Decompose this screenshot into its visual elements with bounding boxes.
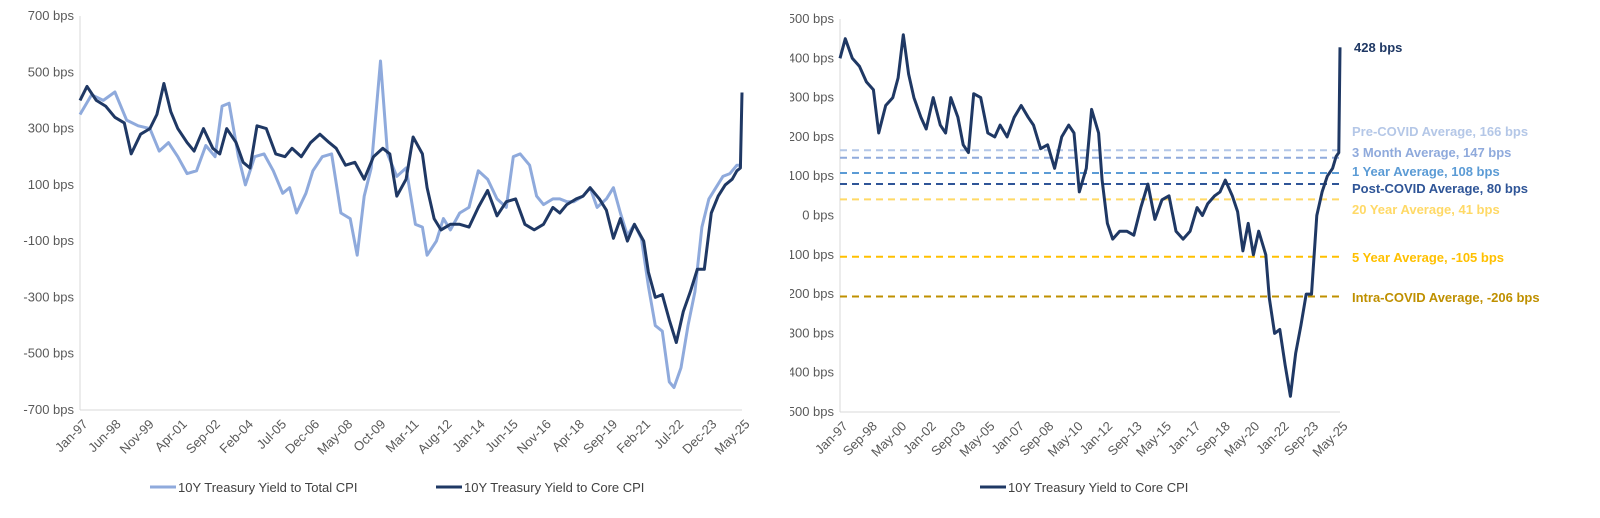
x-tick-label: May-25 — [711, 416, 752, 457]
y-tick-label: -300 bps — [790, 325, 834, 340]
reference-label: 5 Year Average, -105 bps — [1352, 250, 1504, 265]
y-tick-label: 200 bps — [790, 129, 834, 144]
series-line — [78, 59, 742, 389]
series-line — [838, 33, 1342, 398]
x-tick-label: Feb-21 — [614, 416, 654, 456]
y-tick-label: 100 bps — [28, 177, 75, 192]
y-tick-label: 100 bps — [790, 168, 834, 183]
right-chart: 500 bps 400 bps 300 bps 200 bps 100 bps 0 bps… — [790, 11, 1540, 495]
y-tick-label: -500 bps — [23, 346, 74, 361]
series-line — [78, 82, 744, 344]
peak-annotation: 428 bps — [1354, 40, 1402, 55]
x-tick-label: Oct-09 — [350, 416, 388, 454]
reference-label: 1 Year Average, 108 bps — [1352, 164, 1500, 179]
x-tick-label: Dec-06 — [282, 416, 322, 456]
x-tick-label: Nov-16 — [514, 416, 554, 456]
y-tick-label: 0 bps — [802, 208, 834, 223]
x-tick-label: Aug-12 — [414, 416, 454, 456]
reference-label: Pre-COVID Average, 166 bps — [1352, 124, 1528, 139]
x-tick-label: Nov-99 — [117, 416, 157, 456]
y-tick-label: -400 bps — [790, 365, 834, 380]
x-tick-label: Feb-04 — [216, 416, 256, 456]
y-tick-label: -200 bps — [790, 286, 834, 301]
x-tick-label: Jan-14 — [449, 416, 488, 455]
y-tick-label: -500 bps — [790, 404, 834, 419]
legend-label: 10Y Treasury Yield to Core CPI — [464, 480, 644, 495]
y-tick-label: 500 bps — [28, 64, 75, 79]
x-tick-label: Jun-15 — [482, 416, 521, 455]
x-tick-label: Sep-02 — [183, 416, 223, 456]
reference-label: Intra-COVID Average, -206 bps — [1352, 290, 1540, 305]
x-tick-label: Mar-11 — [383, 416, 422, 455]
y-tick-label: -700 bps — [23, 402, 74, 417]
x-tick-label: Apr-01 — [152, 416, 190, 454]
x-tick-label: Apr-18 — [549, 416, 587, 454]
y-tick-label: -100 bps — [790, 247, 834, 262]
x-tick-label: Sep-19 — [580, 416, 620, 456]
left-chart: 700 bps 500 bps 300 bps 100 bps -100 bps -300… — [23, 8, 752, 495]
reference-label: Post-COVID Average, 80 bps — [1352, 181, 1528, 196]
y-tick-label: -100 bps — [23, 233, 74, 248]
y-tick-label: 700 bps — [28, 8, 75, 23]
y-tick-label: -300 bps — [23, 289, 74, 304]
y-tick-label: 300 bps — [790, 90, 834, 105]
reference-label: 20 Year Average, 41 bps — [1352, 202, 1500, 217]
x-tick-label: May-08 — [314, 416, 355, 457]
legend-label: 10Y Treasury Yield to Core CPI — [1008, 480, 1188, 495]
y-tick-label: 400 bps — [790, 50, 834, 65]
x-tick-label: Jan-97 — [52, 416, 91, 455]
y-tick-label: 500 bps — [790, 11, 834, 26]
x-tick-label: Jun-98 — [85, 416, 124, 455]
reference-label: 3 Month Average, 147 bps — [1352, 145, 1511, 160]
y-tick-label: 300 bps — [28, 121, 75, 136]
legend-label: 10Y Treasury Yield to Total CPI — [178, 480, 357, 495]
x-tick-label: Dec-23 — [679, 416, 719, 456]
